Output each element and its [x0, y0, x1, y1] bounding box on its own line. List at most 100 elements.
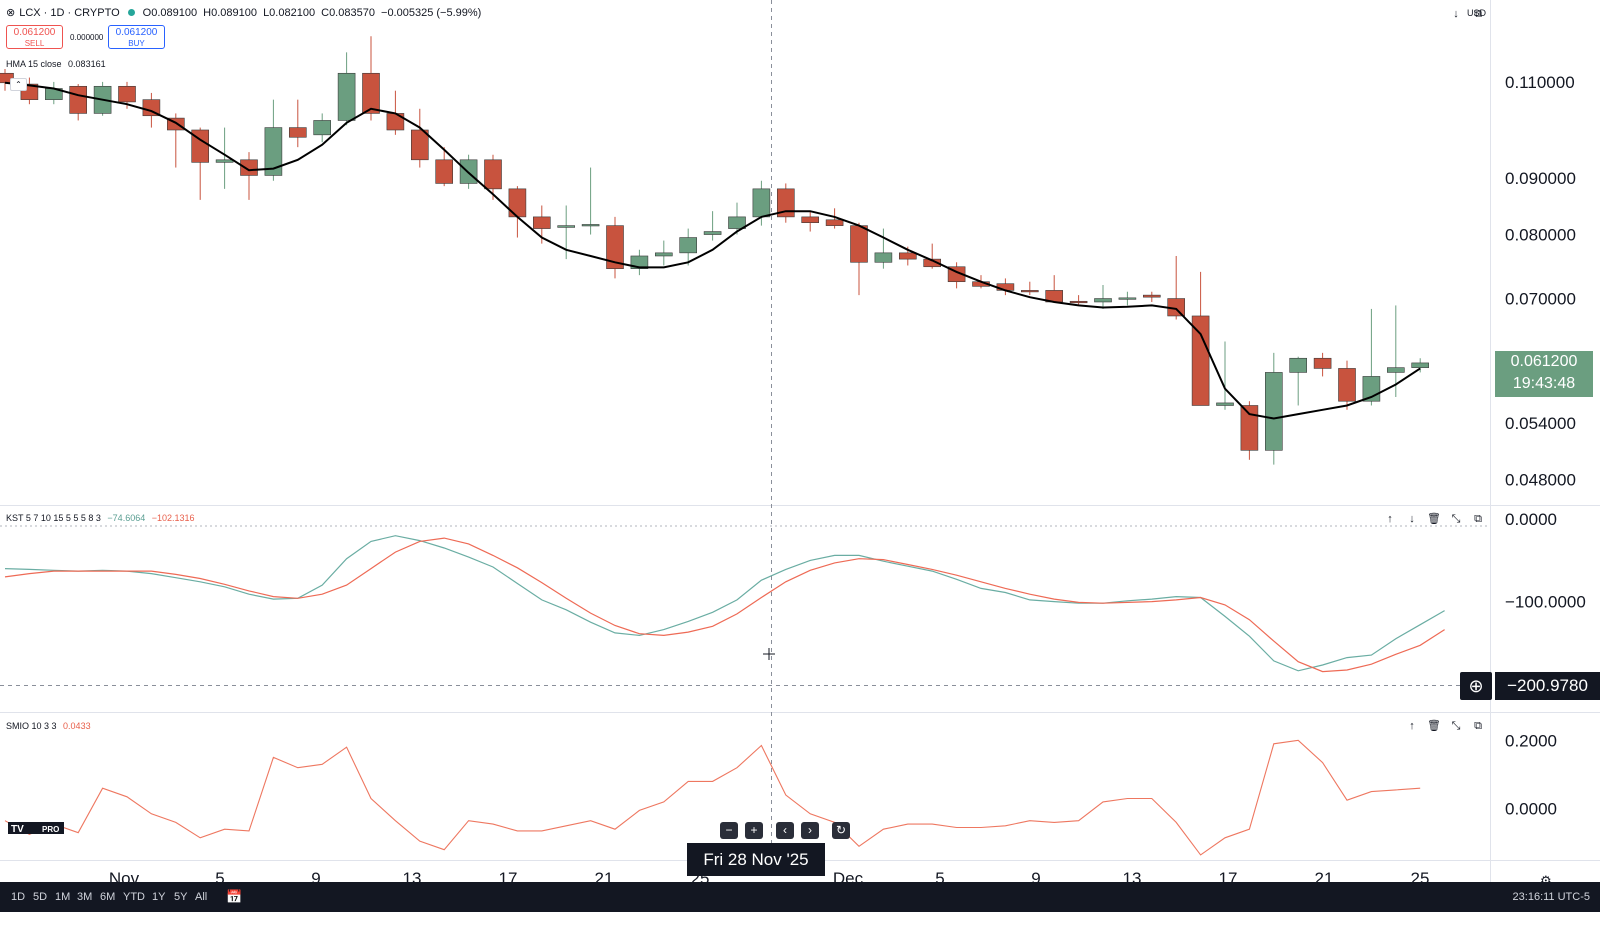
price-tick-label: 0.110000	[1505, 73, 1575, 92]
range-5y[interactable]: 5Y	[174, 891, 188, 903]
candle-body	[118, 85, 136, 103]
smio-value: 0.0433	[63, 721, 91, 731]
kst-move-up-button[interactable]: ↑	[1382, 511, 1398, 527]
kst-tick-label: 0.0000	[1505, 510, 1557, 529]
crosshair-date-tag: Fri 28 Nov '25	[687, 843, 825, 876]
axis-settings-button[interactable]: ⚙	[1540, 873, 1552, 889]
kst-line	[4, 535, 1445, 672]
candle-body	[850, 225, 868, 263]
clock[interactable]: 23:16:11 UTC-5	[1512, 891, 1590, 903]
symbol-icon: ⊗	[6, 7, 16, 19]
kst-value: −74.6064	[107, 513, 146, 523]
time-tick-label: 5	[935, 869, 944, 888]
smio-legend[interactable]: SMIO 10 3 3 0.0433	[6, 721, 91, 731]
kst-maximize-button[interactable]: ⧉	[1470, 511, 1486, 527]
last-price-tag: 0.061200 19:43:48	[1495, 351, 1593, 397]
tradingview-pro-logo[interactable]: TV PRO	[8, 821, 64, 834]
candle-body	[362, 72, 380, 114]
candle-body	[313, 120, 332, 136]
chevron-up-icon: ⌃	[15, 80, 22, 89]
scroll-right-button[interactable]: ›	[801, 822, 819, 839]
price-tick-label: 0.090000	[1505, 169, 1576, 188]
gear-icon: ⚙	[1540, 873, 1552, 888]
trash-icon: 🗑	[1427, 513, 1441, 525]
candle-body	[69, 85, 87, 114]
price-axis[interactable]: 0.110000 0.090000 0.080000 0.070000 0.054000…	[1505, 73, 1576, 489]
kst-label: KST 5 7 10 15 5 5 5 8 3	[6, 513, 101, 523]
smio-collapse-button[interactable]: ⤡	[1448, 718, 1464, 734]
trash-icon: 🗑	[1427, 720, 1441, 732]
add-alert-button[interactable]: ⊕	[1460, 672, 1492, 700]
price-tick-label: 0.048000	[1505, 470, 1576, 489]
high-value: H0.089100	[203, 6, 257, 19]
calendar-icon[interactable]: 📅	[226, 889, 243, 904]
price-tick-label: 0.054000	[1505, 414, 1576, 433]
hma-legend[interactable]: HMA 15 close 0.083161	[6, 59, 106, 69]
arrow-up-icon: ↑	[1387, 513, 1393, 525]
candle-body	[1411, 362, 1429, 368]
candle-body	[191, 129, 209, 163]
range-ytd[interactable]: YTD	[123, 891, 145, 903]
range-1d[interactable]: 1D	[11, 891, 26, 903]
range-1m[interactable]: 1M	[55, 891, 71, 903]
candle-body	[1240, 405, 1259, 451]
smio-delete-button[interactable]: 🗑	[1426, 718, 1442, 734]
time-tick-label: 5	[215, 869, 224, 888]
range-1y[interactable]: 1Y	[152, 891, 166, 903]
kst-signal-value: −102.1316	[151, 513, 195, 523]
zoom-in-button[interactable]: +	[745, 822, 763, 839]
collapse-legend-button[interactable]: ⌃	[10, 78, 27, 91]
range-all[interactable]: All	[195, 891, 208, 903]
svg-text:PRO: PRO	[42, 825, 59, 834]
smio-move-up-button[interactable]: ↑	[1404, 718, 1420, 734]
smio-tick-label: 0.0000	[1505, 800, 1557, 819]
plus-icon: +	[750, 823, 758, 837]
zoom-out-button[interactable]: −	[720, 822, 738, 839]
buy-price: 0.061200	[115, 27, 158, 38]
kst-layer: 0.0000 −100.0000	[4, 510, 1586, 673]
chevron-left-icon: ‹	[783, 823, 787, 837]
kst-signal-line	[4, 537, 1445, 673]
hma-label: HMA 15 close	[6, 59, 62, 69]
candle-body	[167, 117, 185, 131]
candle-body	[435, 159, 454, 184]
candle-body	[532, 216, 551, 229]
sell-button[interactable]: 0.061200 SELL	[6, 25, 63, 49]
range-6m[interactable]: 6M	[100, 891, 116, 903]
candle-body	[752, 188, 771, 218]
smio-maximize-button[interactable]: ⧉	[1470, 718, 1486, 734]
candle-body	[1094, 298, 1112, 303]
bottom-toolbar: 1D 5D 1M 3M 6M YTD 1Y 5Y All 📅 23:16:11 …	[0, 882, 1600, 912]
maximize-icon: ⧉	[1474, 513, 1482, 525]
buy-label: BUY	[128, 39, 145, 48]
candle-body	[581, 224, 600, 227]
market-status-icon	[127, 9, 135, 16]
candle-body	[484, 159, 502, 190]
range-3m[interactable]: 3M	[77, 891, 93, 903]
spread-value: 0.000000	[70, 33, 104, 42]
reset-chart-button[interactable]: ↻	[832, 822, 850, 839]
sell-price: 0.061200	[13, 27, 56, 38]
currency-label[interactable]: USD	[1467, 8, 1487, 18]
minus-icon: −	[725, 823, 733, 837]
buy-button[interactable]: 0.061200 BUY	[108, 25, 165, 49]
candles-layer	[0, 36, 1429, 465]
maximize-pane-button[interactable]: ⧉	[1470, 6, 1486, 22]
kst-delete-button[interactable]: 🗑	[1426, 511, 1442, 527]
move-pane-down-button[interactable]: ↓	[1448, 6, 1464, 22]
candle-body	[1338, 368, 1356, 402]
symbol-title[interactable]: LCX · 1D · CRYPTO	[19, 6, 120, 19]
candle-body	[703, 231, 722, 235]
kst-move-down-button[interactable]: ↓	[1404, 511, 1420, 527]
kst-collapse-button[interactable]: ⤡	[1448, 511, 1464, 527]
candle-body	[337, 72, 356, 121]
low-value: L0.082100	[263, 6, 316, 19]
kst-legend[interactable]: KST 5 7 10 15 5 5 5 8 3 −74.6064 −102.13…	[6, 513, 195, 523]
candle-body	[215, 159, 234, 163]
candle-body	[1265, 372, 1283, 451]
scroll-left-button[interactable]: ‹	[776, 822, 794, 839]
maximize-icon: ⧉	[1474, 720, 1482, 732]
range-5d[interactable]: 5D	[33, 891, 48, 903]
open-value: O0.089100	[142, 6, 198, 19]
